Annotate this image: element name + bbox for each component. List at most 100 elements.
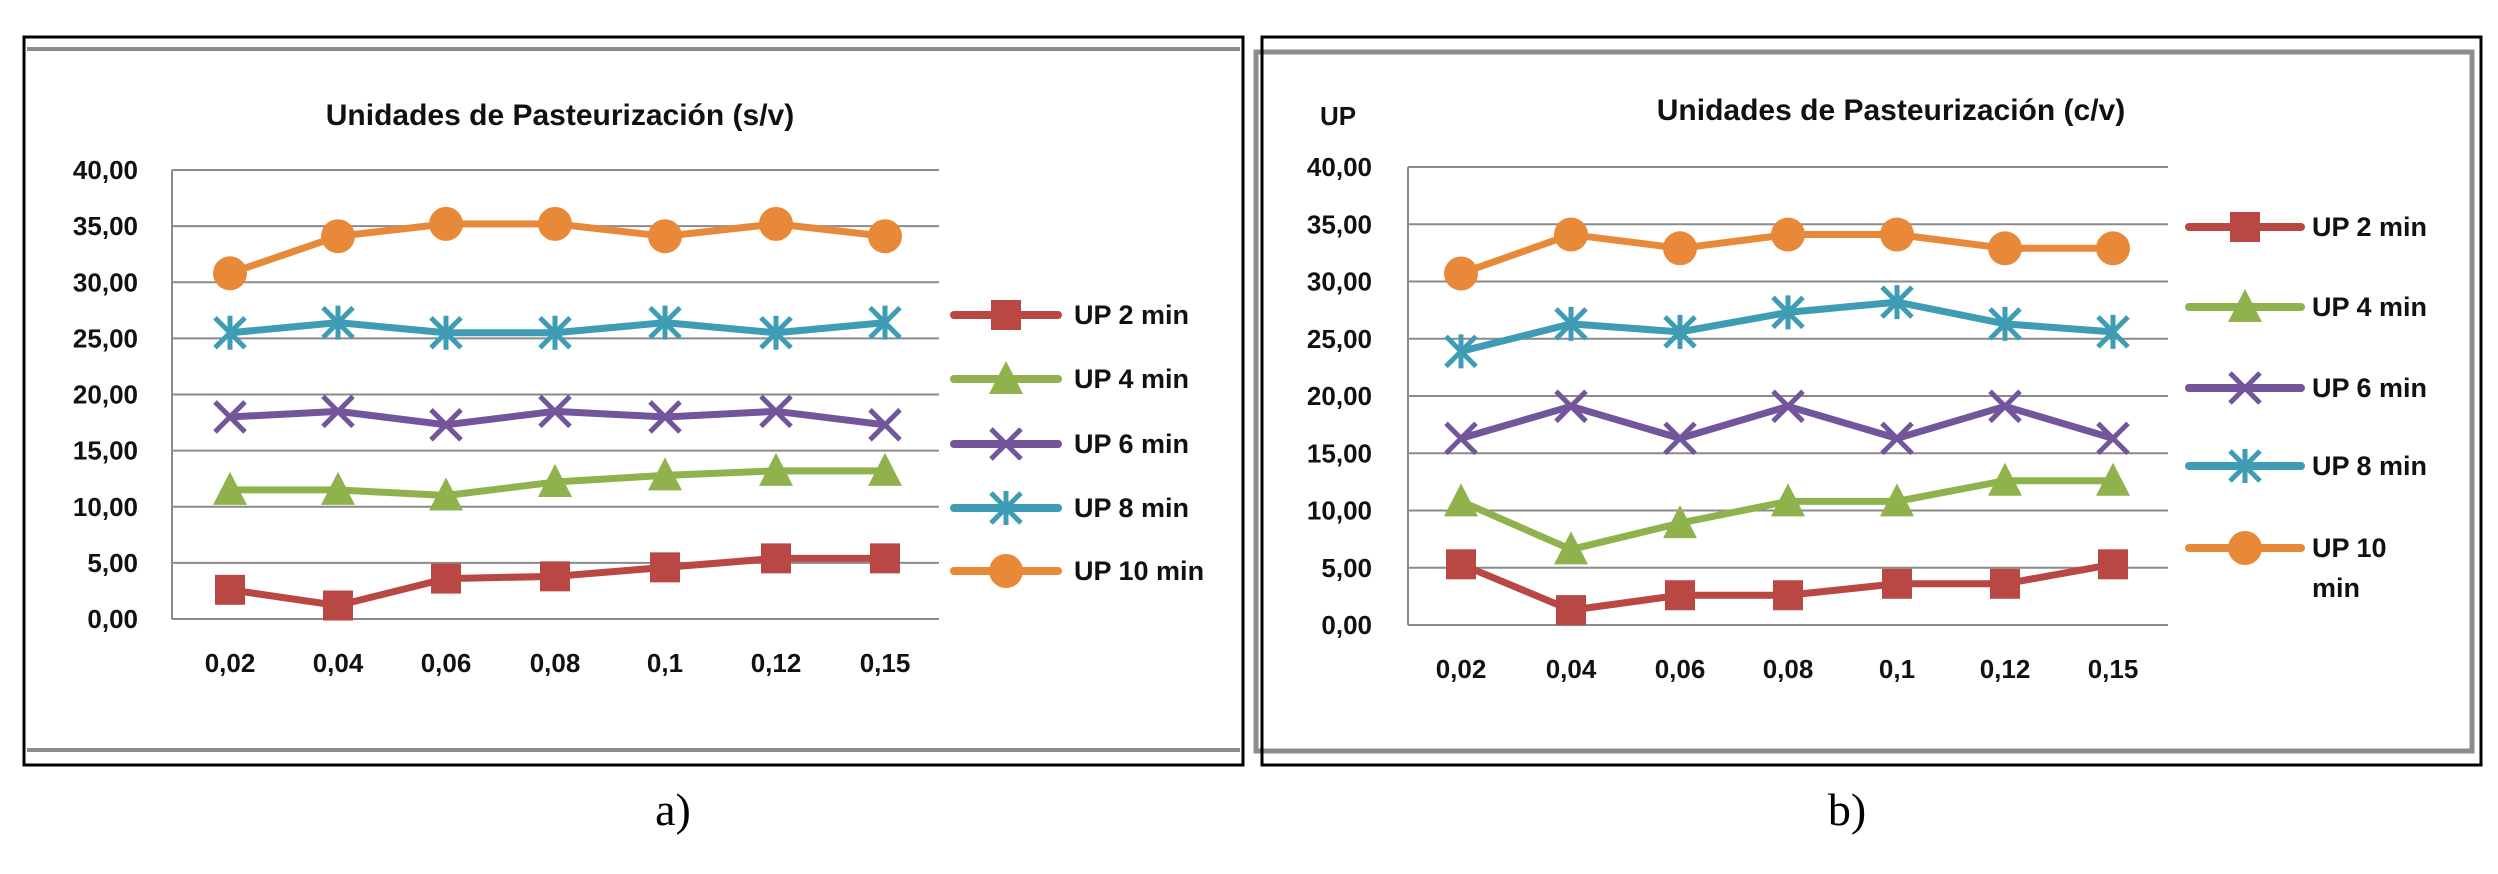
y-tick-label: 35,00: [73, 211, 138, 241]
x-tick-label: 0,04: [1546, 654, 1597, 684]
data-point: [868, 219, 902, 254]
y-tick-label: 0,00: [1321, 610, 1372, 640]
data-point: [2096, 231, 2130, 266]
y-tick-label: 15,00: [1307, 438, 1372, 468]
data-point: [1880, 285, 1914, 320]
y-tick-label: 40,00: [1307, 152, 1372, 182]
data-point: [759, 206, 793, 241]
data-point: [759, 452, 793, 486]
data-point: [1554, 531, 1588, 565]
x-tick-label: 0,08: [1763, 654, 1814, 684]
legend-label: UP 2 min: [1074, 300, 1189, 330]
legend-label: UP 4 min: [1074, 364, 1189, 394]
data-point: [1444, 334, 1478, 369]
x-tick-label: 0,04: [313, 648, 364, 678]
x-tick-label: 0,06: [421, 648, 472, 678]
y-tick-label: 10,00: [1307, 496, 1372, 526]
series-up-2-min: [215, 543, 900, 621]
data-point: [1771, 217, 1805, 252]
series-line: [1460, 402, 2114, 442]
data-point: [213, 400, 247, 434]
legend-marker: [2228, 449, 2262, 483]
y-tick-label: 25,00: [73, 323, 138, 353]
y-tick-label: 25,00: [1307, 324, 1372, 354]
data-point: [2096, 421, 2130, 456]
data-point: [1444, 421, 1478, 456]
legend-label: UP 6 min: [2312, 373, 2427, 403]
legend-item: UP 6 min: [950, 427, 1189, 461]
legend-marker: [989, 491, 1023, 525]
figure-frame: [22, 35, 1245, 767]
legend-item: UP 10 min: [950, 554, 1204, 588]
data-point: [1771, 389, 1805, 424]
chart-b: Unidades de Pasteurización (c/v) UP 0,00 5,…: [1253, 35, 2483, 835]
y-tick-label: 15,00: [73, 436, 138, 466]
x-tick-label: 0,15: [2088, 654, 2139, 684]
x-tick-label: 0,1: [647, 648, 683, 678]
data-point: [1663, 505, 1697, 539]
y-tick-label: 0,00: [87, 604, 138, 634]
data-point: [1554, 217, 1588, 252]
data-point: [1554, 389, 1588, 424]
data-point: [1444, 256, 1478, 291]
data-point: [213, 256, 247, 291]
data-point: [429, 477, 463, 511]
y-tick-label: 5,00: [1321, 553, 1372, 583]
data-point: [429, 408, 463, 442]
data-point: [1988, 462, 2022, 496]
legend-label: UP 8 min: [2312, 451, 2427, 481]
y-tick-label: 30,00: [73, 267, 138, 297]
data-point: [1773, 580, 1803, 611]
legend-item: UP 8 min: [2185, 449, 2427, 483]
data-point: [431, 563, 461, 594]
y-tick-label: 40,00: [73, 155, 138, 185]
legend-item: UP 2 min: [2185, 212, 2427, 242]
legend-item: UP 4 min: [950, 361, 1189, 394]
x-tick-label: 0,1: [1879, 654, 1915, 684]
legend-item: UP 8 min: [950, 491, 1189, 525]
legend-label: UP 10 min: [1074, 556, 1204, 586]
data-point: [868, 452, 902, 486]
data-point: [213, 315, 247, 350]
series-up-2-min: [1446, 549, 2128, 626]
y-tick-label: 30,00: [1307, 267, 1372, 297]
x-tick-label: 0,15: [860, 648, 911, 678]
data-point: [1882, 568, 1912, 599]
series-up-8-min: [213, 305, 902, 350]
series-up-10-min: [1444, 217, 2130, 291]
data-point: [1988, 306, 2022, 341]
y-tick-label: 20,00: [73, 380, 138, 410]
chart-a: Unidades de Pasteurización (s/v) 0,00 5,00…: [22, 35, 1245, 835]
data-point: [1446, 549, 1476, 580]
data-point: [2096, 314, 2130, 349]
data-point: [1665, 580, 1695, 611]
data-point: [650, 552, 680, 583]
figure-frame: [1260, 35, 2483, 767]
data-point: [648, 400, 682, 434]
series-up-8-min: [1444, 285, 2130, 369]
subfigure-caption: a): [655, 784, 691, 835]
chart-title: Unidades de Pasteurización (s/v): [326, 99, 794, 132]
y-tick-label: 20,00: [1307, 381, 1372, 411]
data-point: [429, 206, 463, 241]
legend-marker: [2230, 212, 2260, 242]
data-point: [1444, 483, 1478, 517]
data-point: [1880, 483, 1914, 517]
data-point: [321, 471, 355, 505]
series-up-6-min: [213, 394, 902, 442]
x-tick-label: 0,08: [530, 648, 581, 678]
legend-item: UP 10 min: [2185, 531, 2387, 603]
data-point: [759, 394, 793, 429]
data-point: [1880, 217, 1914, 252]
legend-label: UP 2 min: [2312, 212, 2427, 242]
legend-label: UP 10 min: [2312, 533, 2387, 603]
data-point: [2096, 462, 2130, 496]
data-point: [215, 574, 245, 605]
data-point: [648, 219, 682, 254]
data-point: [538, 315, 572, 350]
legend-item: UP 6 min: [2185, 371, 2427, 405]
legend-marker: [2228, 371, 2262, 405]
data-point: [868, 408, 902, 442]
legend-marker: [991, 300, 1021, 330]
data-point: [870, 543, 900, 574]
